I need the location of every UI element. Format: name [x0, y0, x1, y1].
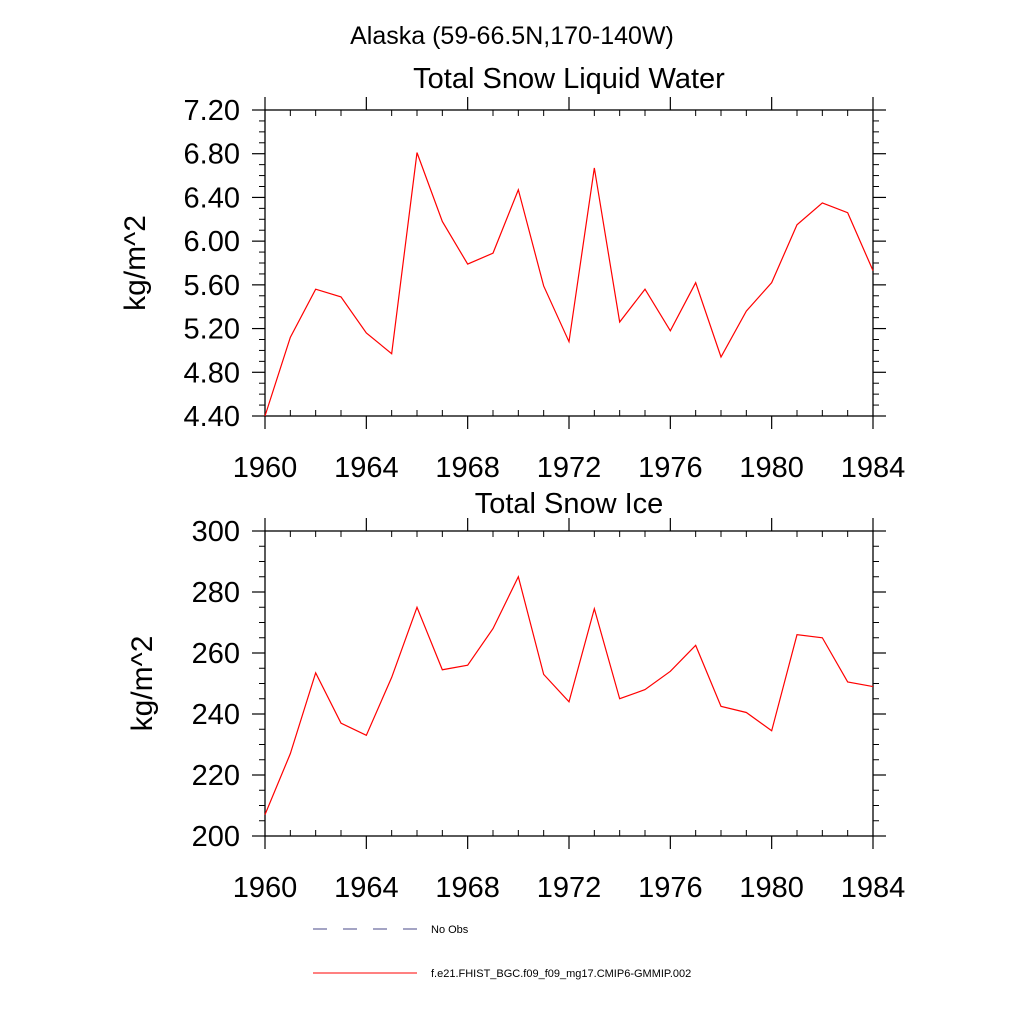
data-point: [441, 668, 444, 671]
data-point: [416, 151, 419, 154]
data-point: [846, 680, 849, 683]
data-point: [872, 685, 875, 688]
y-axis-label: kg/m^2: [119, 215, 152, 311]
figure-suptitle: Alaska (59-66.5N,170-140W): [350, 22, 674, 50]
y-tick-label: 260: [192, 638, 240, 670]
legend-label: f.e21.FHIST_BGC.f09_f09_mg17.CMIP6-GMMIP…: [431, 968, 691, 980]
data-point: [568, 340, 571, 343]
data-point: [340, 722, 343, 725]
data-point: [821, 201, 824, 204]
y-tick-label: 5.20: [184, 314, 240, 346]
y-tick-label: 6.00: [184, 226, 240, 258]
data-point: [770, 281, 773, 284]
data-point: [466, 664, 469, 667]
data-point: [872, 269, 875, 272]
data-point: [720, 355, 723, 358]
data-point: [517, 188, 520, 191]
x-tick-label: 1964: [334, 872, 399, 904]
data-point: [264, 813, 267, 816]
data-point: [745, 711, 748, 714]
data-point: [745, 310, 748, 313]
y-tick-label: 280: [192, 577, 240, 609]
y-tick-label: 5.60: [184, 270, 240, 302]
x-tick-label: 1980: [739, 452, 804, 484]
data-point: [517, 575, 520, 578]
data-point: [593, 166, 596, 169]
plot-frame: [264, 109, 874, 417]
x-tick-label: 1960: [233, 452, 298, 484]
data-point: [289, 336, 292, 339]
plot-frame: [264, 530, 874, 837]
data-point: [314, 671, 317, 674]
y-tick-label: 300: [192, 516, 240, 548]
data-point: [390, 352, 393, 355]
legend: No Obs f.e21.FHIST_BGC.f09_f09_mg17.CMIP6…: [313, 924, 691, 980]
y-tick-label: 4.40: [184, 401, 240, 433]
data-point: [542, 284, 545, 287]
chart-panel-snow-ice: Total Snow Ice 1960 1964 1968 1972 1976 1980 19…: [126, 488, 905, 904]
data-point: [340, 295, 343, 298]
chart-panel-snow-liquid-water: Total Snow Liquid Water 1960 1964 1968 1972 1…: [119, 63, 905, 484]
y-tick-label: 7.20: [184, 95, 240, 127]
x-tick-label: 1984: [841, 872, 906, 904]
data-point: [264, 415, 267, 418]
data-point: [618, 321, 621, 324]
series-line: [264, 152, 874, 417]
data-point: [644, 688, 647, 691]
y-tick-label: 220: [192, 760, 240, 792]
x-tick-label: 1968: [435, 452, 500, 484]
data-point: [821, 636, 824, 639]
data-point: [466, 263, 469, 266]
data-point: [618, 697, 621, 700]
chart-title: Total Snow Liquid Water: [413, 63, 725, 95]
data-point: [796, 223, 799, 226]
data-point: [846, 211, 849, 214]
data-point: [694, 281, 697, 284]
data-point: [593, 607, 596, 610]
data-point: [289, 752, 292, 755]
data-point: [568, 700, 571, 703]
y-tick-label: 6.80: [184, 139, 240, 171]
x-tick-label: 1964: [334, 452, 399, 484]
x-tick-label: 1960: [233, 872, 298, 904]
y-axis-label: kg/m^2: [126, 636, 159, 732]
y-tick-label: 4.80: [184, 357, 240, 389]
chart-title: Total Snow Ice: [475, 488, 664, 520]
data-point: [694, 644, 697, 647]
data-point: [492, 252, 495, 255]
data-point: [542, 673, 545, 676]
data-point: [441, 220, 444, 223]
data-point: [314, 288, 317, 291]
data-point: [390, 676, 393, 679]
x-tick-label: 1980: [739, 872, 804, 904]
data-point: [492, 627, 495, 630]
x-tick-label: 1972: [537, 452, 602, 484]
y-tick-label: 200: [192, 821, 240, 853]
data-point: [365, 734, 368, 737]
data-point: [416, 606, 419, 609]
data-point: [365, 331, 368, 334]
legend-label: No Obs: [431, 924, 469, 936]
x-tick-label: 1968: [435, 872, 500, 904]
y-tick-label: 6.40: [184, 182, 240, 214]
x-tick-label: 1976: [638, 872, 703, 904]
data-point: [669, 329, 672, 332]
data-point: [720, 705, 723, 708]
data-point: [796, 633, 799, 636]
x-tick-label: 1976: [638, 452, 703, 484]
data-point: [644, 288, 647, 291]
series-line: [264, 575, 874, 815]
data-point: [669, 670, 672, 673]
x-tick-label: 1972: [537, 872, 602, 904]
y-tick-label: 240: [192, 699, 240, 731]
x-tick-label: 1984: [841, 452, 906, 484]
data-point: [770, 729, 773, 732]
